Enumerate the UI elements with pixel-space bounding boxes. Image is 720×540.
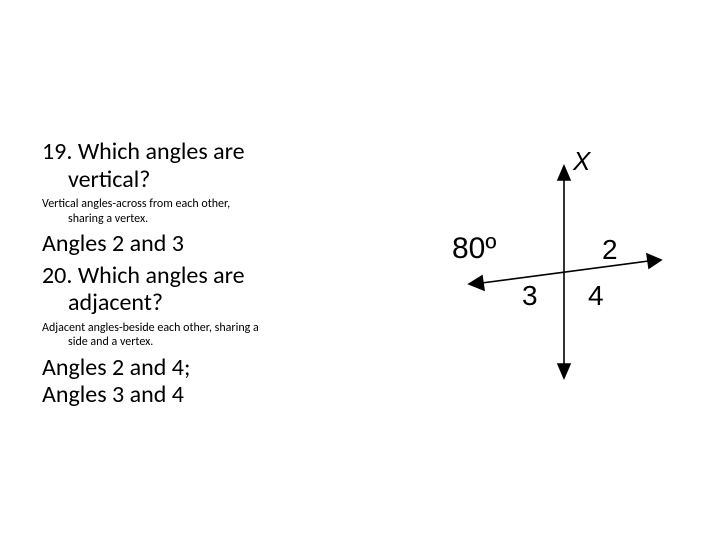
answer-20-line1: Angles 2 and 4; (42, 354, 362, 382)
question-20-line2: adjacent? (42, 289, 362, 317)
definition-adjacent-line2: side and a vertex. (42, 335, 362, 349)
answer-19: Angles 2 and 3 (42, 230, 362, 258)
diagram-angle-3: 3 (522, 280, 538, 312)
diagram-angle-2: 2 (602, 234, 618, 266)
definition-adjacent-line1: Adjacent angles-beside each other, shari… (42, 321, 362, 335)
diagram-angle-4: 4 (588, 280, 604, 312)
angle-diagram-svg (460, 150, 680, 390)
angle-diagram: X 80º 2 3 4 (460, 150, 680, 390)
definition-vertical-line2: sharing a vertex. (42, 212, 362, 226)
answer-20-line2: Angles 3 and 4 (42, 381, 362, 409)
question-19-line1: 19. Which angles are (42, 138, 362, 166)
question-19-line2: vertical? (42, 166, 362, 194)
question-20-line1: 20. Which angles are (42, 262, 362, 290)
diagram-angle-80: 80º (452, 232, 496, 266)
diagram-x-label: X (573, 146, 590, 177)
definition-vertical-line1: Vertical angles-across from each other, (42, 197, 362, 211)
text-column: 19. Which angles are vertical? Vertical … (42, 138, 362, 409)
